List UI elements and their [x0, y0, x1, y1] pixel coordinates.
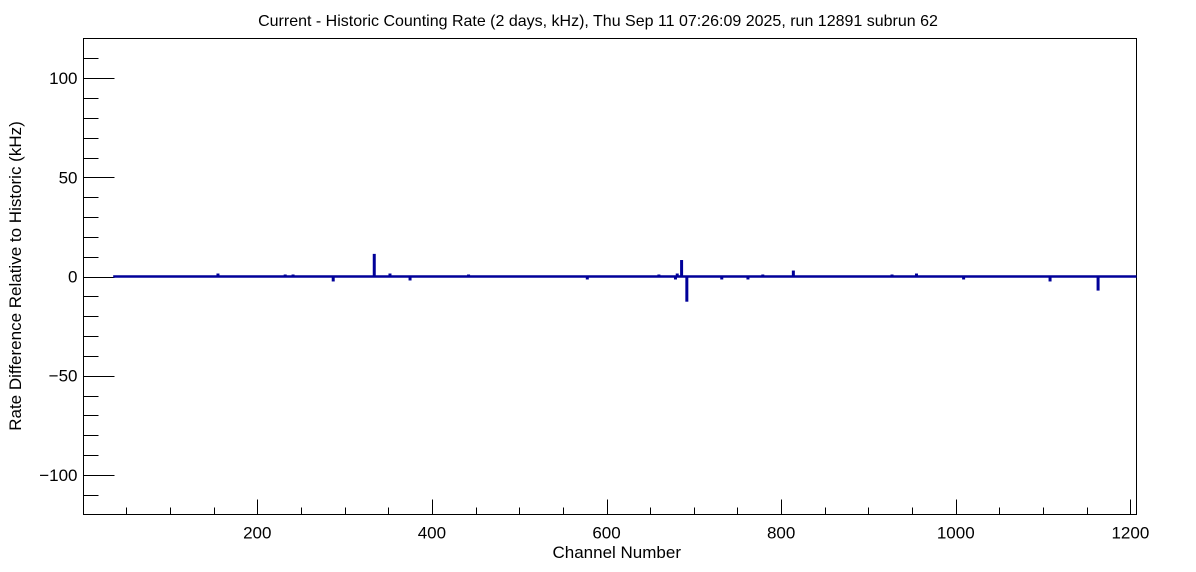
histogram-bar	[673, 275, 677, 280]
histogram-bar	[216, 273, 220, 278]
histogram-bar	[585, 275, 589, 280]
histogram-bar	[914, 273, 918, 278]
histogram-bar	[680, 260, 684, 278]
histogram-bar	[657, 274, 661, 278]
x-tick-label: 800	[767, 524, 795, 543]
histogram-bar	[675, 273, 679, 278]
y-tick-label: 100	[49, 69, 77, 88]
histogram-bar	[372, 253, 376, 278]
histogram-bar	[1096, 275, 1100, 291]
histogram-bar	[408, 275, 412, 281]
y-tick-label: −50	[49, 367, 78, 386]
plot-area: 100 50 0 −50 −100 200 400 600 800 1000 1200	[39, 38, 1149, 543]
x-tick-label: 400	[418, 524, 446, 543]
x-tick-label: 200	[243, 524, 271, 543]
histogram-bar	[331, 275, 335, 282]
histogram-bar	[746, 275, 750, 280]
x-tick-label: 600	[592, 524, 620, 543]
histogram-bar	[761, 274, 765, 278]
y-axis-label: Rate Difference Relative to Historic (kH…	[6, 121, 25, 431]
y-tick-label: 50	[59, 168, 78, 187]
histogram-bar	[283, 274, 287, 278]
x-tick-label: 1000	[937, 524, 975, 543]
histogram-bar	[720, 275, 724, 280]
histogram-bar	[791, 270, 795, 278]
y-tick-label: −100	[39, 466, 77, 485]
y-tick-label: 0	[68, 268, 77, 287]
histogram-bar	[291, 274, 295, 278]
histogram-bar	[685, 275, 689, 302]
histogram-bar	[467, 274, 471, 278]
x-axis-label: Channel Number	[552, 543, 681, 562]
histogram-bar	[388, 273, 392, 278]
x-tick-label: 1200	[1111, 524, 1149, 543]
histogram-bar	[962, 275, 966, 280]
chart-title: Current - Historic Counting Rate (2 days…	[258, 13, 938, 30]
histogram-bar	[890, 274, 894, 278]
histogram-bar	[1048, 275, 1052, 282]
